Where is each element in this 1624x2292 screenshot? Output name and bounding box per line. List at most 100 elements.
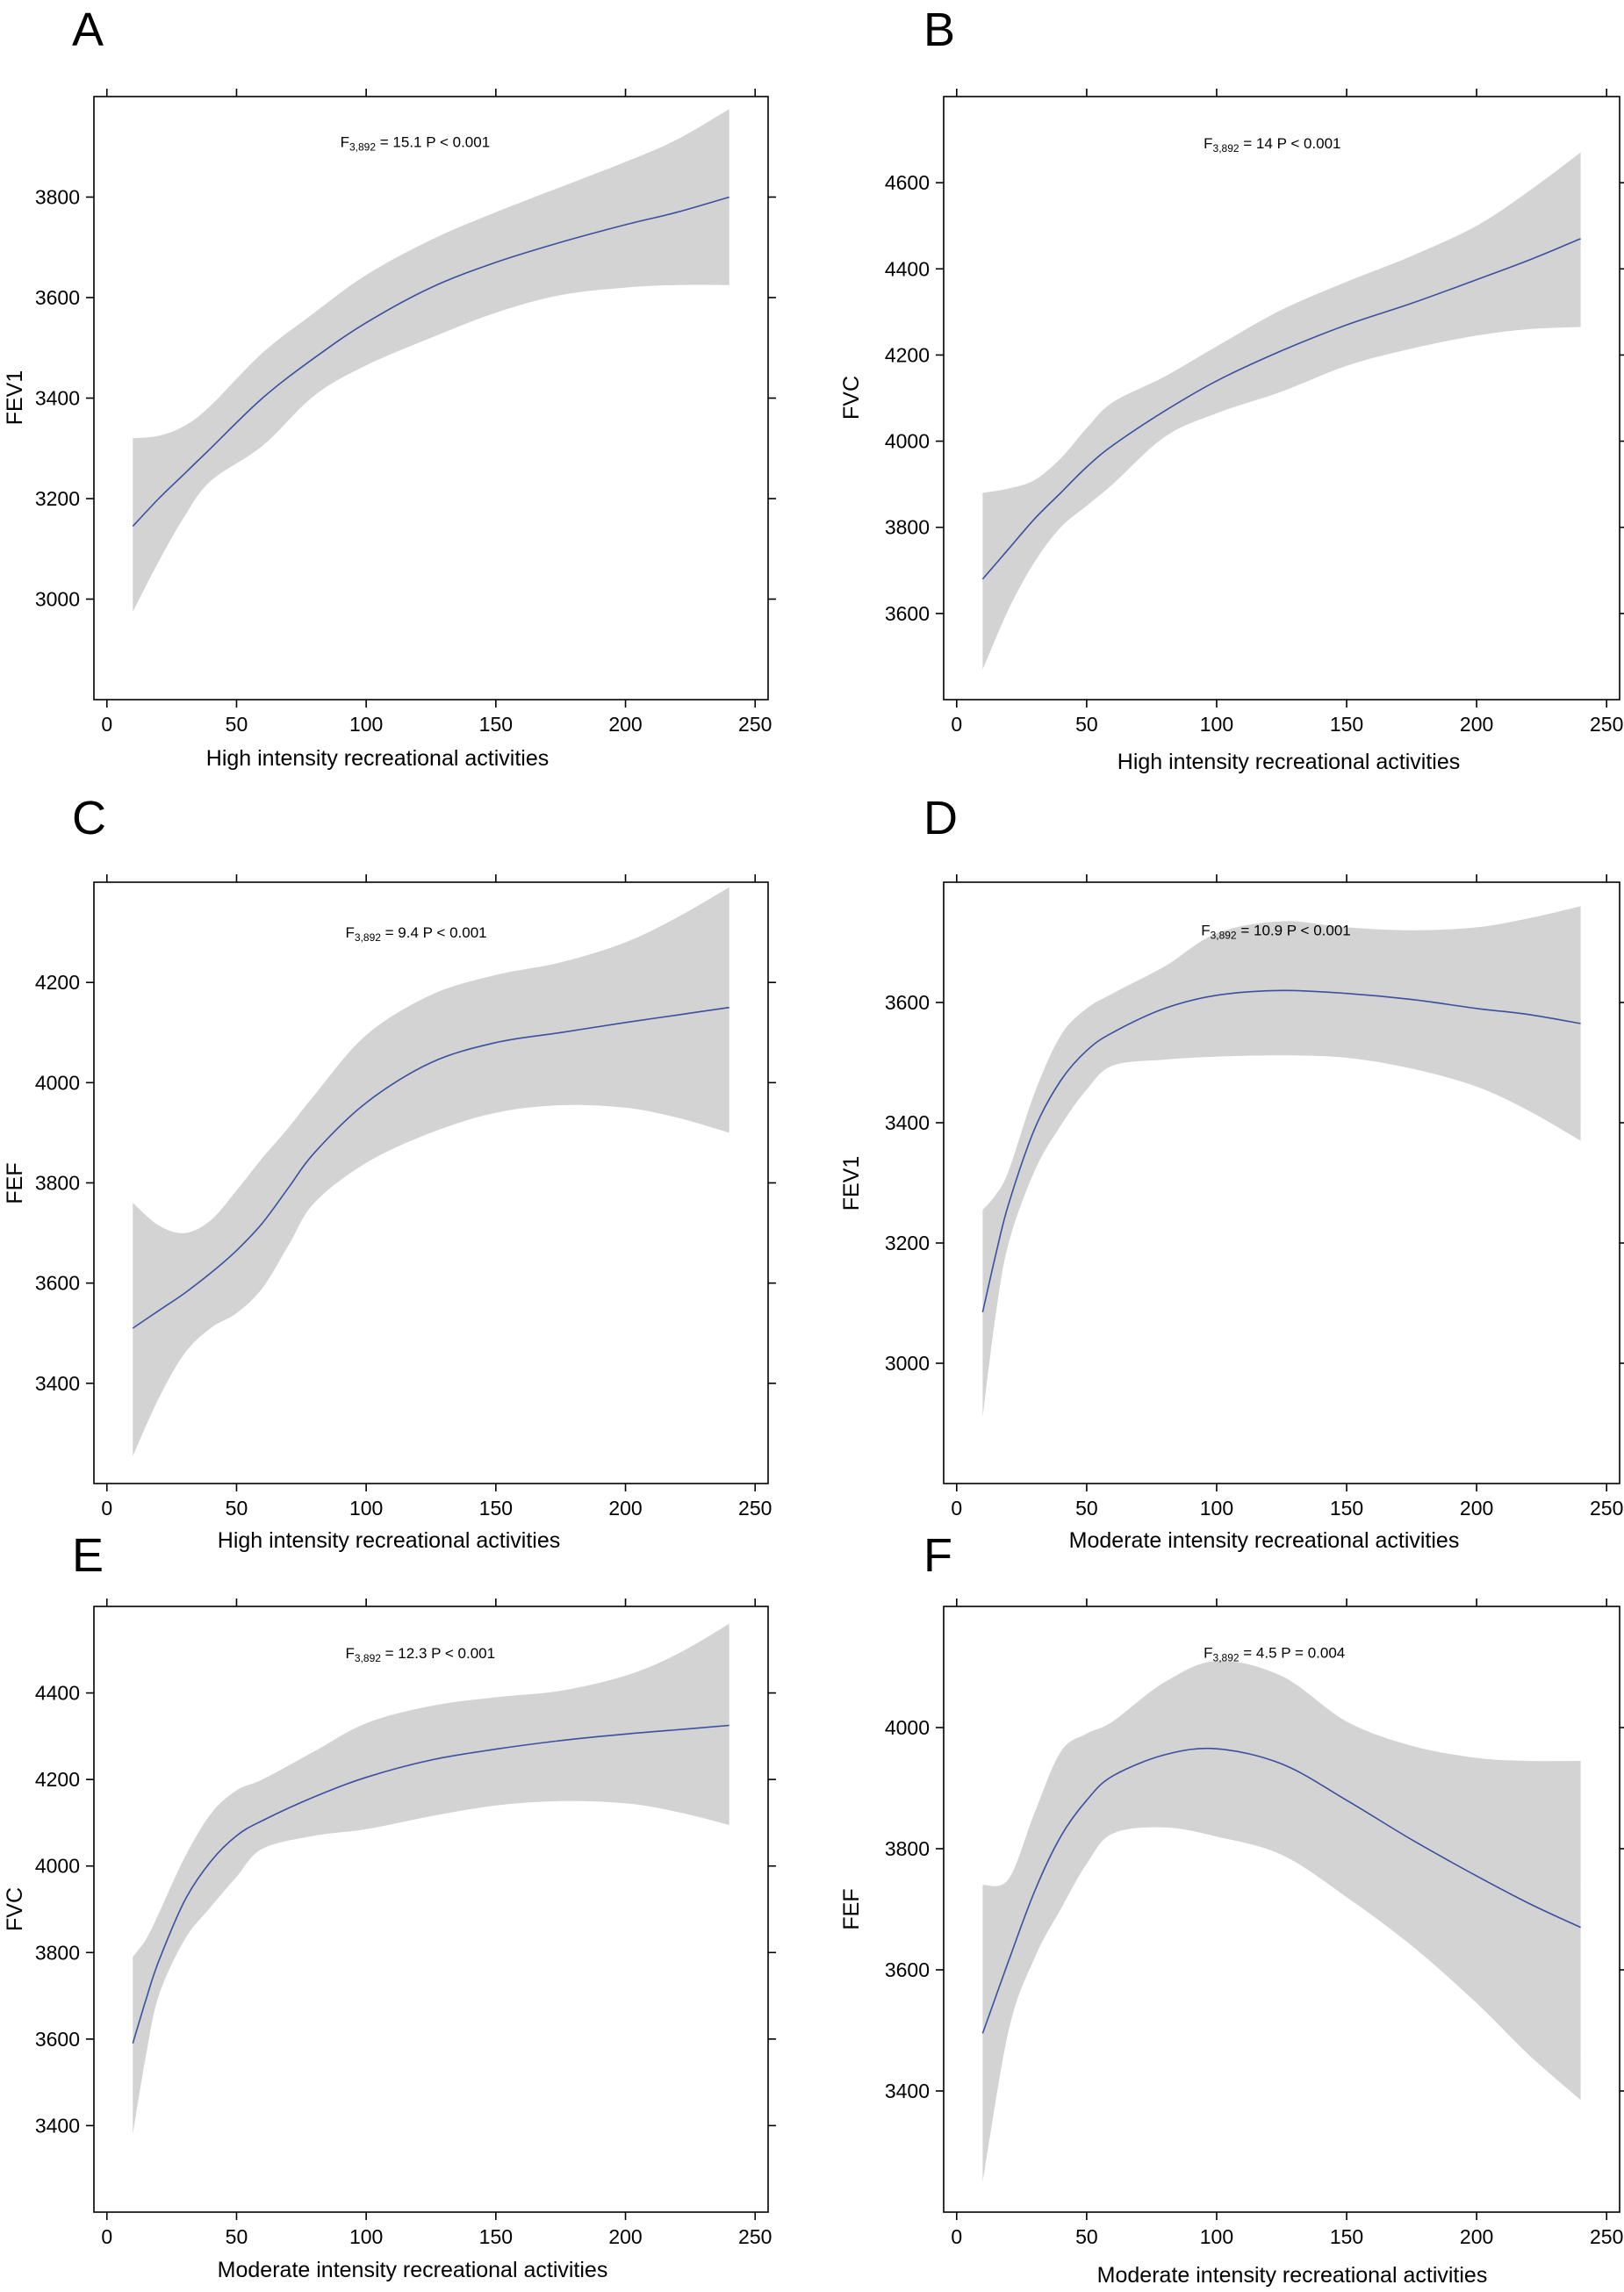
x-tick-label: 100 — [1200, 2225, 1233, 2248]
stat-letter: F — [1201, 922, 1210, 938]
y-tick-label: 4000 — [35, 1855, 80, 1878]
y-tick-label: 4200 — [35, 1768, 80, 1791]
y-tick-label: 3000 — [885, 1352, 930, 1375]
x-tick-label: 0 — [951, 2225, 962, 2248]
stat-letter: F — [1204, 1645, 1212, 1662]
confidence-band — [133, 887, 729, 1456]
x-tick-label: 0 — [101, 1497, 112, 1520]
stat-df: 3,892 — [355, 931, 381, 944]
plot-frame — [943, 1606, 1620, 2213]
fit-line — [132, 1006, 729, 1329]
panel-a: 0 50 100 150 200 250 3000 3200 3400 3600 3800 A High… — [3, 4, 776, 771]
plot-frame — [93, 1606, 769, 2213]
x-tick-label: 100 — [1200, 1497, 1233, 1520]
x-tick-label: 100 — [1200, 713, 1233, 736]
x-tick-label: 200 — [1460, 1497, 1493, 1520]
panel-d: 0 50 100 150 200 250 3000 3200 3400 3600 D Moderate… — [839, 792, 1624, 1553]
x-tick-label: 200 — [608, 713, 642, 736]
x-tick-label: 150 — [1330, 713, 1363, 736]
panel-letter: B — [923, 4, 955, 56]
y-tick-label: 4200 — [35, 971, 80, 994]
x-axis-label: Moderate intensity recreational activiti… — [218, 2258, 608, 2282]
x-tick-label: 200 — [1460, 713, 1493, 736]
confidence-band — [982, 152, 1581, 670]
stat-annotation: F3,892 = 14 P < 0.001 — [1204, 135, 1340, 154]
confidence-band — [982, 1660, 1581, 2182]
fit-line — [981, 238, 1581, 580]
x-axis-label: High intensity recreational activities — [218, 1528, 560, 1553]
y-tick-label: 3600 — [885, 991, 930, 1014]
panel-letter: F — [923, 1529, 952, 1582]
fit-line — [981, 1747, 1581, 2034]
x-tick-label: 250 — [738, 2225, 772, 2248]
y-tick-label: 3200 — [35, 487, 80, 510]
y-tick-label: 3400 — [885, 1111, 930, 1134]
y-axis-label: FEV1 — [839, 1156, 864, 1211]
panel-b: 0 50 100 150 200 250 3600 3800 4000 4200 4400 4600 B… — [839, 4, 1624, 774]
y-tick-label: 3400 — [35, 1372, 80, 1395]
x-tick-label: 50 — [226, 1497, 248, 1520]
x-tick-label: 0 — [951, 713, 962, 736]
stat-annotation: F3,892 = 12.3 P < 0.001 — [346, 1645, 496, 1664]
x-tick-label: 50 — [1075, 1497, 1098, 1520]
x-tick-label: 200 — [608, 2225, 642, 2248]
x-tick-label: 250 — [1590, 2225, 1623, 2248]
fit-line — [981, 989, 1581, 1312]
x-tick-label: 150 — [1330, 2225, 1363, 2248]
x-tick-label: 200 — [1460, 2225, 1493, 2248]
stat-df: 3,892 — [1213, 142, 1240, 154]
y-tick-label: 4400 — [885, 257, 930, 280]
stat-df: 3,892 — [355, 1652, 381, 1664]
stat-value: = 12.3 P < 0.001 — [381, 1645, 495, 1662]
y-tick-label: 3000 — [35, 588, 80, 611]
y-tick-label: 3600 — [35, 286, 80, 309]
x-axis-label: Moderate intensity recreational activiti… — [1069, 1528, 1460, 1553]
x-tick-label: 50 — [1075, 2225, 1098, 2248]
y-axis-label: FEV1 — [3, 370, 27, 426]
y-tick-label: 3200 — [885, 1232, 930, 1254]
stat-value: = 15.1 P < 0.001 — [376, 133, 490, 150]
stat-annotation: F3,892 = 15.1 P < 0.001 — [341, 133, 491, 153]
x-tick-label: 200 — [608, 1497, 642, 1520]
y-tick-label: 4200 — [885, 343, 930, 366]
y-tick-label: 3600 — [35, 2028, 80, 2051]
x-tick-label: 100 — [349, 1497, 383, 1520]
confidence-band — [982, 906, 1581, 1418]
stat-value: = 14 P < 0.001 — [1240, 135, 1341, 152]
x-tick-label: 150 — [1330, 1497, 1363, 1520]
x-tick-label: 250 — [738, 1497, 772, 1520]
x-axis-label: High intensity recreational activities — [1117, 750, 1460, 774]
y-tick-label: 3600 — [35, 1272, 80, 1295]
panel-e: 0 50 100 150 200 250 3400 3600 3800 4000 4200 4400 E… — [3, 1529, 776, 2282]
y-tick-label: 3800 — [885, 1837, 930, 1860]
x-tick-label: 150 — [479, 713, 513, 736]
stat-value: = 9.4 P < 0.001 — [381, 924, 487, 941]
stat-df: 3,892 — [1213, 1652, 1240, 1664]
x-tick-label: 100 — [349, 713, 383, 736]
stat-value: = 4.5 P = 0.004 — [1240, 1645, 1346, 1662]
stat-annotation: F3,892 = 4.5 P = 0.004 — [1204, 1645, 1345, 1664]
y-tick-label: 3800 — [35, 186, 80, 209]
y-tick-label: 3600 — [885, 602, 930, 625]
y-axis-label: FVC — [3, 1887, 27, 1931]
x-tick-label: 0 — [951, 1497, 962, 1520]
panel-c: 0 50 100 150 200 250 3400 3600 3800 4000 4200 C High… — [3, 792, 776, 1553]
x-tick-label: 100 — [349, 2225, 383, 2248]
y-tick-label: 3800 — [35, 1941, 80, 1964]
stat-letter: F — [346, 924, 355, 941]
y-tick-label: 4000 — [35, 1071, 80, 1094]
panel-f: 0 50 100 150 200 250 3400 3600 3800 4000 F Moderate… — [839, 1529, 1624, 2288]
y-tick-label: 3400 — [885, 2080, 930, 2102]
stat-annotation: F3,892 = 10.9 P < 0.001 — [1201, 922, 1351, 941]
y-axis-label: FEF — [839, 1888, 864, 1929]
x-tick-label: 250 — [1590, 713, 1623, 736]
fit-line — [132, 196, 729, 528]
x-tick-label: 0 — [101, 713, 112, 736]
plot-frame — [943, 96, 1620, 701]
confidence-band — [133, 1623, 729, 2135]
x-tick-label: 50 — [226, 713, 248, 736]
stat-annotation: F3,892 = 9.4 P < 0.001 — [346, 924, 487, 944]
x-tick-label: 250 — [738, 713, 772, 736]
y-tick-label: 3800 — [885, 516, 930, 539]
